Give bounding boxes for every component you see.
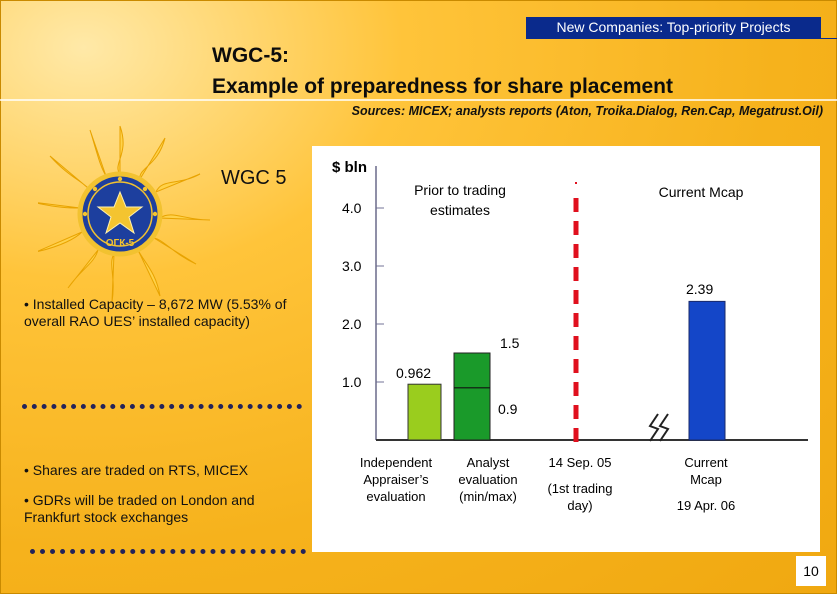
bar-independent-appraiser <box>407 383 442 441</box>
bar-current-mcap <box>688 300 726 441</box>
bullet-gdr-listing: • GDRs will be traded on London and Fran… <box>24 492 255 525</box>
page-number: 10 <box>796 556 826 586</box>
x-label-current-date: 19 Apr. 06 <box>677 498 736 513</box>
y-tick-label: 2.0 <box>342 316 362 332</box>
header-rule <box>526 38 837 39</box>
title-divider <box>0 99 837 101</box>
dotted-divider-bottom <box>30 549 306 554</box>
x-label-trading-sub-2: day) <box>567 498 592 513</box>
x-label-analyst-3: (min/max) <box>459 489 517 504</box>
x-label-independent-1: Independent <box>360 455 433 470</box>
bar-label-analyst-min: 0.9 <box>498 401 518 417</box>
bar-label-current: 2.39 <box>686 281 713 297</box>
ogk-5-star-sun-logo-icon: ОГК-5 <box>38 125 211 302</box>
title-line-2: Example of preparedness for share placem… <box>212 75 674 98</box>
y-axis-unit: $ bln <box>332 159 367 176</box>
x-label-analyst-1: Analyst <box>467 455 510 470</box>
bar-analyst-evaluation <box>453 352 491 441</box>
bullet-traded-rts-micex: • Shares are traded on RTS, MICEX <box>24 462 249 478</box>
page-title: WGC-5: Example of preparedness for share… <box>212 40 673 102</box>
x-label-independent-2: Appraiser’s <box>363 472 429 487</box>
x-label-trading-date: 14 Sep. 05 <box>549 455 612 470</box>
x-label-analyst-2: evaluation <box>458 472 517 487</box>
axis-break-icon <box>648 413 670 442</box>
y-tick-label: 1.0 <box>342 374 362 390</box>
y-tick-label: 4.0 <box>342 200 362 216</box>
group-label-prior-2: estimates <box>430 202 490 218</box>
dotted-divider <box>22 404 302 409</box>
valuation-chart: 1.0 2.0 3.0 4.0 $ bln Prior to trading estimat… <box>312 146 820 552</box>
logo-text: ОГК-5 <box>106 238 135 249</box>
sources-note: Sources: MICEX; analysts reports (Aton, … <box>351 104 823 118</box>
title-line-1: WGC-5: <box>212 44 289 67</box>
bullet-installed-capacity: • Installed Capacity – 8,672 MW (5.53% o… <box>24 296 287 329</box>
x-label-current-1: Current <box>684 455 728 470</box>
group-label-prior: Prior to trading <box>414 182 506 198</box>
valuation-chart-svg: 1.0 2.0 3.0 4.0 $ bln Prior to trading estimat… <box>332 159 808 513</box>
x-label-current-2: Mcap <box>690 472 722 487</box>
x-label-independent-3: evaluation <box>366 489 425 504</box>
section-label: New Companies: Top-priority Projects <box>526 17 821 38</box>
bar-label-analyst-max: 1.5 <box>500 335 520 351</box>
group-label-current: Current Mcap <box>659 184 744 200</box>
company-name: WGC 5 <box>221 167 287 189</box>
bar-label-independent: 0.962 <box>396 365 431 381</box>
x-label-trading-sub-1: (1st trading <box>547 481 612 496</box>
y-tick-label: 3.0 <box>342 258 362 274</box>
